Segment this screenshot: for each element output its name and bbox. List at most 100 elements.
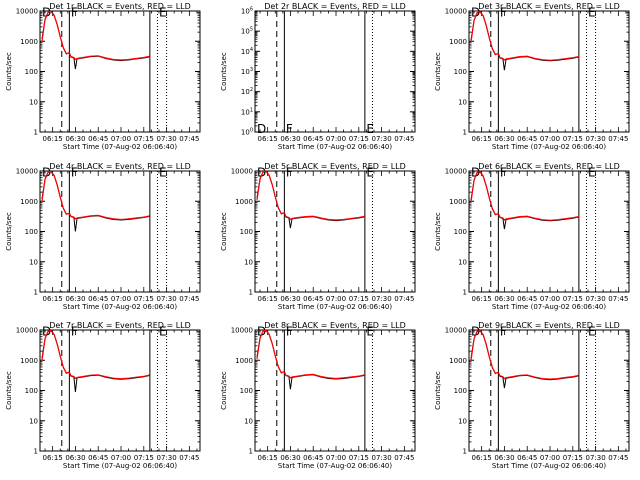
y-tick-label: 10 [29,417,38,425]
y-axis-label: Counts/sec [5,212,13,251]
x-tick-label: 07:00 [540,135,560,143]
marker-annotation: E [159,165,167,179]
detector-panel-7: Det 7r BLACK = Events, RED = LLD 1 10 100 10… [5,321,201,470]
marker-annotation: F [500,5,507,19]
x-tick-label: 07:30 [156,295,176,303]
y-tick-label: 101 [241,107,253,116]
x-tick-label: 07:30 [585,135,605,143]
y-axis-label: Counts/sec [5,371,13,410]
y-tick-label: 10000 [231,168,253,176]
x-tick-label: 07:30 [585,295,605,303]
y-tick-label: 1 [463,129,467,137]
x-tick-label: 06:15 [472,295,492,303]
y-axis-label: Counts/sec [434,212,442,251]
panel-title: Det 5r BLACK = Events, RED = LLD [264,162,406,171]
x-axis-label: Start Time (07-Aug-02 06:06:40) [492,303,606,311]
plot-frame [468,329,630,452]
series-lld-line [470,329,580,380]
y-tick-label: 10 [244,258,253,266]
series-events-line [41,171,151,232]
x-tick-label: 07:45 [608,295,628,303]
x-tick-label: 07:30 [371,295,391,303]
x-tick-label: 06:30 [280,295,300,303]
marker-annotation: F [500,165,507,179]
x-tick-label: 07:45 [179,295,199,303]
x-tick-label: 07:00 [540,295,560,303]
marker-annotation: D [42,5,51,19]
plot-frame [39,329,201,452]
series-events-line [470,171,580,230]
marker-annotation: E [588,324,596,338]
series-events-line [470,11,580,71]
x-tick-label: 06:30 [65,135,85,143]
x-tick-label: 07:15 [349,295,369,303]
x-tick-label: 07:45 [394,454,414,462]
x-tick-label: 06:15 [258,295,278,303]
x-tick-label: 06:45 [517,295,537,303]
plot-frame [468,170,630,293]
x-tick-label: 07:30 [156,135,176,143]
x-tick-label: 06:30 [280,454,300,462]
x-tick-label: 06:30 [65,454,85,462]
y-tick-label: 103 [241,67,253,76]
detector-panel-3: Det 3r BLACK = Events, RED = LLD 1 10 100 10… [434,2,630,151]
plot-frame [39,170,201,293]
x-tick-label: 07:30 [585,454,605,462]
x-tick-label: 07:15 [134,295,154,303]
y-tick-label: 102 [241,87,253,96]
x-axis-label: Start Time (07-Aug-02 06:06:40) [278,143,392,151]
series-lld-line [41,329,151,380]
y-tick-label: 1000 [449,198,467,206]
marker-annotation: D [471,324,480,338]
x-tick-label: 06:45 [517,135,537,143]
y-tick-label: 104 [241,47,253,56]
y-tick-label: 100 [240,228,253,236]
marker-annotation: E [366,122,374,136]
series-lld-line [256,170,366,221]
y-tick-label: 10000 [16,8,38,16]
y-tick-label: 1 [249,448,253,456]
y-tick-label: 10 [458,258,467,266]
x-axis-label: Start Time (07-Aug-02 06:06:40) [63,462,177,470]
x-axis-label: Start Time (07-Aug-02 06:06:40) [492,143,606,151]
x-tick-label: 07:00 [111,295,131,303]
y-tick-label: 100 [454,228,467,236]
x-tick-label: 07:30 [156,454,176,462]
y-tick-label: 1 [34,129,38,137]
y-tick-label: 10 [458,98,467,106]
y-tick-label: 1 [34,289,38,297]
plot-frame [254,329,416,452]
x-tick-label: 07:15 [563,295,583,303]
x-tick-label: 06:45 [303,135,323,143]
x-tick-label: 07:45 [394,135,414,143]
y-tick-label: 10000 [445,327,467,335]
x-tick-label: 06:15 [43,295,63,303]
y-tick-label: 1000 [449,38,467,46]
y-tick-label: 1000 [20,198,38,206]
panel-title: Det 4r BLACK = Events, RED = LLD [49,162,191,171]
panel-title: Det 3r BLACK = Events, RED = LLD [478,2,620,11]
x-tick-label: 07:30 [371,454,391,462]
marker-annotation: F [71,324,78,338]
marker-annotation: E [159,5,167,19]
x-tick-label: 07:45 [179,454,199,462]
panel-title: Det 7r BLACK = Events, RED = LLD [49,321,191,330]
x-axis-label: Start Time (07-Aug-02 06:06:40) [492,462,606,470]
x-tick-label: 07:45 [179,135,199,143]
series-lld-line [41,10,151,61]
y-axis-label: Counts/sec [434,371,442,410]
x-axis-label: Start Time (07-Aug-02 06:06:40) [63,303,177,311]
x-tick-label: 07:00 [326,135,346,143]
series-events-line [256,330,366,390]
x-tick-label: 07:15 [349,454,369,462]
x-tick-label: 07:15 [349,135,369,143]
marker-annotation: E [159,324,167,338]
y-tick-label: 106 [241,7,253,16]
y-tick-label: 10000 [445,168,467,176]
y-tick-label: 10000 [16,168,38,176]
x-tick-label: 06:45 [88,454,108,462]
x-tick-label: 06:30 [494,135,514,143]
x-tick-label: 07:00 [326,295,346,303]
y-tick-label: 1 [463,289,467,297]
